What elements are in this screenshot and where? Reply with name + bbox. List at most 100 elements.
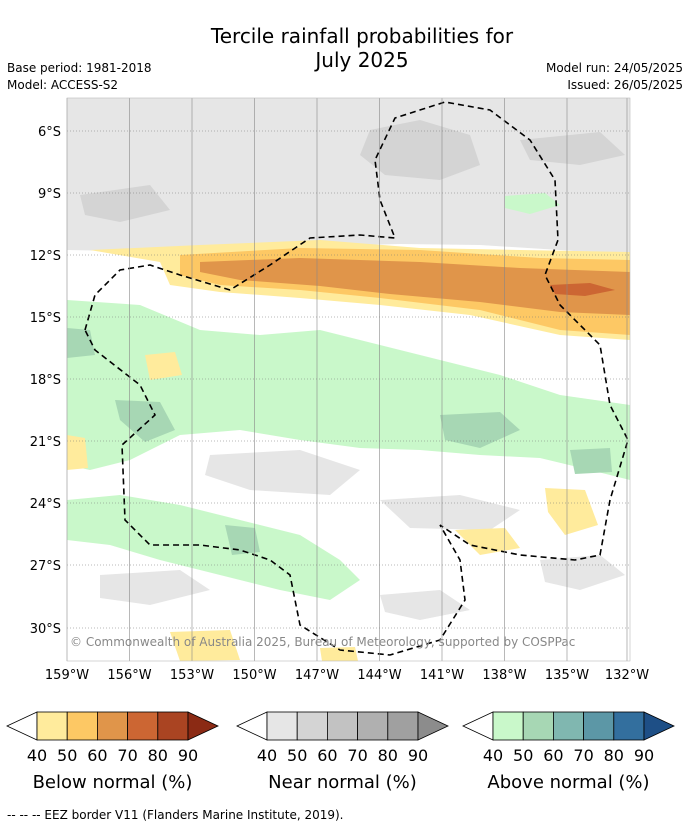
colorbar-segment xyxy=(157,711,189,741)
below-normal-70-patch xyxy=(550,283,615,296)
near-normal-darker-patch xyxy=(520,132,625,165)
colorbar-tick-label: 70 xyxy=(573,746,593,765)
above-normal-60-patch xyxy=(225,525,260,555)
latitude-label: 24°S xyxy=(30,497,61,512)
colorbar-segment xyxy=(296,711,328,741)
colorbar-segment xyxy=(326,711,358,741)
colorbar-segment xyxy=(583,711,615,741)
colorbar-tick-label: 50 xyxy=(287,746,307,765)
colorbar-segment xyxy=(36,711,68,741)
above-normal-60-patch xyxy=(570,448,612,474)
colorbar-segment xyxy=(66,711,98,741)
latitude-label: 21°S xyxy=(30,435,61,450)
colorbar-segment xyxy=(127,711,159,741)
base-period: Base period: 1981-2018 xyxy=(7,61,152,75)
near-normal-south-patch xyxy=(380,495,520,530)
issued-date: Issued: 26/05/2025 xyxy=(567,78,683,92)
longitude-label: 147°W xyxy=(295,668,339,683)
colorbar-title: Near normal (%) xyxy=(268,772,417,793)
title-line-1: Tercile rainfall probabilities for xyxy=(210,24,514,48)
colorbar-1: 40 50 60 70 80 90 Below normal (%) xyxy=(6,711,219,793)
longitude-label: 132°W xyxy=(605,668,649,683)
below-normal-south-patch xyxy=(170,630,240,661)
longitude-label: 153°W xyxy=(170,668,214,683)
colorbar-max-triangle xyxy=(187,711,219,741)
meta-right: Model run: 24/05/2025 Issued: 26/05/2025 xyxy=(546,60,683,94)
near-normal-darker-patch xyxy=(80,185,170,222)
colorbar-segment xyxy=(387,711,419,741)
longitude-label: 135°W xyxy=(545,668,589,683)
model-name: Model: ACCESS-S2 xyxy=(7,78,119,92)
longitude-label: 159°W xyxy=(45,668,89,683)
latitude-axis: 6°S 9°S 12°S 15°S 18°S 21°S 24°S 27°S 30°S xyxy=(30,125,61,637)
eez-legend: -- -- -- EEZ border V11 (Flanders Marine… xyxy=(7,808,344,822)
longitude-label: 141°W xyxy=(420,668,464,683)
below-normal-south-patch xyxy=(545,488,598,535)
colorbar-segment xyxy=(266,711,298,741)
colorbar-tick-label: 60 xyxy=(543,746,563,765)
latitude-label: 12°S xyxy=(30,249,61,264)
near-normal-darker-patch xyxy=(360,120,480,180)
near-normal-south-patch xyxy=(380,590,470,620)
colorbar-tick-label: 90 xyxy=(408,746,428,765)
above-normal-patch xyxy=(505,193,560,214)
above-normal-60-patch xyxy=(115,400,175,442)
above-normal-south-west xyxy=(67,495,360,600)
colorbar-segment xyxy=(522,711,554,741)
latitude-label: 18°S xyxy=(30,373,61,388)
colorbar-segment xyxy=(492,711,524,741)
chart-title: Tercile rainfall probabilities for July … xyxy=(0,24,690,72)
latitude-label: 6°S xyxy=(38,125,61,140)
colorbar-tick-label: 90 xyxy=(178,746,198,765)
latitude-label: 15°S xyxy=(30,311,61,326)
near-normal-south-patch xyxy=(100,570,210,605)
colorbar-tick-label: 80 xyxy=(148,746,168,765)
colorbar-2: 40 50 60 70 80 90 Near normal (%) xyxy=(236,711,449,793)
colorbar-tick-label: 90 xyxy=(634,746,654,765)
colorbar-max-triangle xyxy=(643,711,675,741)
latitude-label: 27°S xyxy=(30,559,61,574)
colorbar-min-triangle xyxy=(236,711,268,741)
longitude-axis: 159°W 156°W 153°W 150°W 147°W 144°W 141°W 138°W… xyxy=(45,668,649,683)
below-normal-south-patch xyxy=(67,435,88,470)
colorbar-tick-label: 60 xyxy=(87,746,107,765)
colorbar-max-triangle xyxy=(417,711,449,741)
colorbar-segment xyxy=(97,711,129,741)
colorbar-tick-label: 40 xyxy=(483,746,503,765)
probability-field xyxy=(67,98,630,661)
near-normal-north-region xyxy=(67,98,630,255)
colorbar-tick-label: 60 xyxy=(317,746,337,765)
colorbar-min-triangle xyxy=(6,711,38,741)
colorbar-legends: 40 50 60 70 80 90 Below normal (%) 40 50 60 70 80 90… xyxy=(6,711,675,793)
colorbar-3: 40 50 60 70 80 90 Above normal (%) xyxy=(462,711,675,793)
longitude-label: 144°W xyxy=(357,668,401,683)
colorbar-min-triangle xyxy=(462,711,494,741)
copyright-credit: © Commonwealth of Australia 2025, Bureau… xyxy=(70,635,575,649)
colorbar-title: Above normal (%) xyxy=(487,772,649,793)
model-run: Model run: 24/05/2025 xyxy=(545,61,683,75)
longitude-label: 150°W xyxy=(232,668,276,683)
colorbar-segment xyxy=(613,711,645,741)
title-line-2: July 2025 xyxy=(315,48,409,72)
near-normal-south-patch xyxy=(205,450,360,495)
below-normal-60-band xyxy=(200,258,630,315)
colorbar-tick-label: 80 xyxy=(604,746,624,765)
below-normal-south-patch xyxy=(455,528,520,555)
map-frame xyxy=(66,97,631,662)
latitude-label: 30°S xyxy=(30,622,61,637)
above-normal-60-patch xyxy=(440,412,520,448)
colorbar-tick-label: 80 xyxy=(378,746,398,765)
longitude-label: 138°W xyxy=(482,668,526,683)
latitude-label: 9°S xyxy=(38,187,61,202)
below-normal-south-patch xyxy=(145,352,182,380)
colorbar-tick-label: 70 xyxy=(117,746,137,765)
meta-left: Base period: 1981-2018 Model: ACCESS-S2 xyxy=(7,60,152,94)
colorbar-tick-label: 70 xyxy=(347,746,367,765)
colorbar-tick-label: 50 xyxy=(513,746,533,765)
colorbar-tick-label: 50 xyxy=(57,746,77,765)
colorbar-segment xyxy=(553,711,585,741)
colorbar-tick-label: 40 xyxy=(27,746,47,765)
colorbar-segment xyxy=(357,711,389,741)
colorbar-tick-label: 40 xyxy=(257,746,277,765)
